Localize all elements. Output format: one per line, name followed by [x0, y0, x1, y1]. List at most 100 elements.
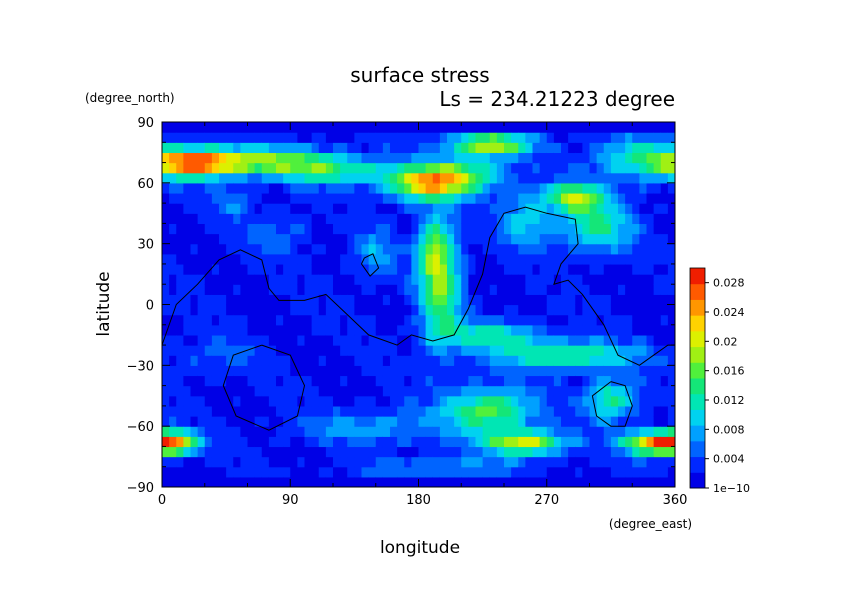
heatmap-cell: [518, 213, 526, 224]
heatmap-cell: [254, 405, 263, 417]
heatmap-cell: [575, 233, 583, 245]
heatmap-cell: [276, 345, 284, 356]
heatmap-cell: [610, 213, 619, 224]
heatmap-cell: [618, 466, 626, 478]
heatmap-cell: [489, 314, 498, 326]
heatmap-cell: [439, 223, 448, 235]
heatmap-cell: [233, 213, 241, 224]
heatmap-cell: [261, 304, 270, 316]
heatmap-cell: [240, 294, 249, 306]
heatmap-cell: [162, 405, 170, 417]
heatmap-cell: [525, 223, 534, 235]
heatmap-cell: [290, 213, 298, 224]
heatmap-cell: [639, 213, 648, 224]
heatmap-cell: [660, 182, 669, 194]
heatmap-cell: [610, 476, 619, 487]
heatmap-cell: [390, 142, 398, 154]
heatmap-cell: [496, 456, 505, 468]
heatmap-cell: [340, 375, 348, 387]
heatmap-cell: [575, 436, 583, 448]
heatmap-cell: [489, 436, 498, 448]
heatmap-cell: [496, 233, 505, 245]
heatmap-cell: [618, 223, 626, 235]
heatmap-cell: [468, 426, 477, 437]
heatmap-cell: [354, 456, 363, 468]
heatmap-cell: [468, 142, 477, 154]
heatmap-cell: [240, 152, 249, 164]
heatmap-cell: [397, 192, 405, 204]
heatmap-cell: [404, 426, 412, 437]
heatmap-cell: [261, 274, 270, 285]
heatmap-cell: [197, 375, 206, 387]
heatmap-cell: [297, 416, 306, 427]
heatmap-cell: [667, 405, 675, 417]
heatmap-cell: [368, 385, 377, 397]
heatmap-cell: [575, 274, 583, 285]
heatmap-cell: [546, 223, 555, 235]
heatmap-cell: [632, 253, 640, 265]
heatmap-cell: [197, 324, 206, 336]
heatmap-cell: [454, 142, 462, 154]
heatmap-cell: [390, 334, 398, 346]
heatmap-cell: [347, 192, 355, 204]
heatmap-cell: [368, 324, 377, 336]
heatmap-cell: [361, 466, 370, 478]
heatmap-cell: [603, 375, 612, 387]
heatmap-cell: [525, 122, 534, 133]
heatmap-cell: [589, 233, 598, 245]
heatmap-cell: [190, 192, 199, 204]
heatmap-cell: [211, 142, 220, 154]
heatmap-cell: [233, 456, 241, 468]
heatmap-cell: [553, 162, 562, 174]
heatmap-cell: [169, 263, 177, 275]
heatmap-cell: [297, 182, 306, 194]
heatmap-cell: [404, 152, 412, 164]
heatmap-cell: [219, 263, 227, 275]
heatmap-cell: [425, 213, 434, 224]
heatmap-cell: [553, 294, 562, 306]
heatmap-cell: [233, 132, 241, 143]
heatmap-cell: [240, 253, 249, 265]
heatmap-cell: [589, 345, 598, 356]
heatmap-cell: [390, 395, 398, 407]
heatmap-cell: [532, 395, 541, 407]
heatmap-cell: [603, 284, 612, 295]
heatmap-cell: [582, 253, 591, 265]
heatmap-cell: [496, 182, 505, 194]
heatmap-cell: [660, 172, 669, 184]
heatmap-cell: [347, 233, 355, 245]
heatmap-cell: [226, 122, 234, 133]
heatmap-cell: [347, 253, 355, 265]
heatmap-cell: [610, 456, 619, 468]
heatmap-cell: [546, 446, 555, 458]
heatmap-cell: [653, 365, 662, 377]
heatmap-cell: [489, 476, 498, 487]
heatmap-cell: [333, 223, 341, 235]
heatmap-cell: [539, 375, 548, 387]
heatmap-cell: [482, 466, 491, 478]
heatmap-cell: [404, 203, 412, 214]
heatmap-cell: [361, 192, 370, 204]
heatmap-cell: [311, 365, 320, 377]
heatmap-cell: [553, 213, 562, 224]
heatmap-cell: [596, 203, 605, 214]
heatmap-cell: [418, 416, 427, 427]
heatmap-cell: [333, 122, 341, 133]
heatmap-cell: [397, 456, 405, 468]
heatmap-cell: [610, 426, 619, 437]
heatmap-cell: [603, 304, 612, 316]
heatmap-cell: [603, 142, 612, 154]
heatmap-cell: [639, 192, 648, 204]
heatmap-cell: [169, 324, 177, 336]
heatmap-cell: [575, 466, 583, 478]
heatmap-cell: [375, 365, 384, 377]
heatmap-cell: [176, 304, 184, 316]
heatmap-cell: [589, 365, 598, 377]
heatmap-cell: [639, 233, 648, 245]
heatmap-cell: [518, 152, 526, 164]
heatmap-cell: [432, 294, 441, 306]
heatmap-cell: [318, 416, 327, 427]
heatmap-cell: [511, 172, 519, 184]
heatmap-cell: [268, 385, 277, 397]
heatmap-cell: [575, 223, 583, 235]
